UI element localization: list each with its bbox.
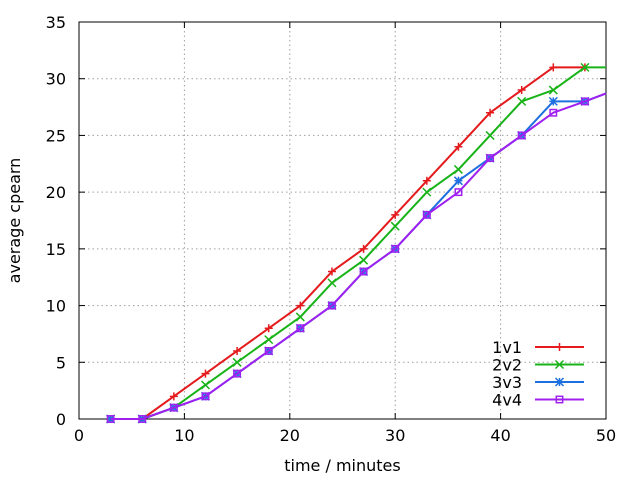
legend-item-4v4: 4v4 (492, 391, 584, 410)
legend-item-2v2: 2v2 (492, 356, 584, 375)
legend-label: 2v2 (492, 356, 522, 375)
data-point (296, 301, 305, 310)
y-tick-label: 0 (56, 410, 66, 429)
data-point (264, 335, 274, 345)
legend-item-3v3: 3v3 (492, 373, 584, 392)
data-point (359, 244, 368, 253)
data-point (454, 142, 463, 151)
data-point (264, 324, 273, 333)
data-point (233, 346, 242, 355)
data-point (106, 415, 115, 423)
y-tick-label: 5 (56, 353, 66, 372)
data-point (555, 395, 564, 404)
x-axis-label: time / minutes (284, 456, 400, 475)
data-point (138, 415, 147, 423)
series-2v2 (106, 62, 606, 424)
data-point (422, 187, 432, 197)
data-point (295, 312, 305, 322)
data-point (580, 97, 589, 106)
data-point (580, 62, 590, 72)
data-point (555, 343, 564, 351)
y-axis-label: average cpearn (5, 158, 24, 284)
data-point (327, 278, 337, 288)
data-point (548, 96, 558, 106)
data-point (328, 301, 336, 310)
x-tick-label: 20 (280, 426, 300, 445)
series-1v1 (106, 63, 589, 423)
data-point (232, 357, 242, 367)
x-tick-label: 10 (174, 426, 194, 445)
series-3v3 (106, 92, 607, 424)
data-point (391, 244, 400, 253)
data-point (454, 188, 463, 197)
legend-item-1v1: 1v1 (492, 338, 584, 357)
data-point (554, 377, 565, 387)
grid (79, 22, 606, 419)
data-point (296, 324, 305, 333)
x-tick-label: 30 (385, 426, 405, 445)
legend-label: 1v1 (492, 338, 522, 357)
data-point (554, 359, 565, 370)
series-line (110, 92, 607, 420)
data-point (517, 86, 526, 95)
axis-ticks: 0 10 20 30 40 50 0 5 10 15 20 25 30 35 (46, 13, 617, 445)
data-point (517, 131, 526, 140)
x-tick-label: 0 (74, 426, 84, 445)
series-group (106, 62, 607, 424)
data-point (201, 392, 210, 401)
x-tick-label: 40 (490, 426, 510, 445)
data-point (549, 108, 558, 117)
series-4v4 (106, 92, 607, 423)
data-point (390, 221, 400, 231)
data-point (327, 267, 336, 276)
data-point (548, 85, 558, 95)
x-tick-label: 50 (596, 426, 616, 445)
data-point (453, 164, 463, 174)
series-line (110, 66, 585, 420)
data-point (359, 255, 369, 265)
data-point (201, 369, 210, 378)
data-point (422, 210, 431, 219)
data-point (549, 63, 558, 72)
data-point (200, 380, 211, 390)
data-point (422, 176, 431, 185)
y-tick-label: 30 (46, 70, 66, 89)
data-point (233, 369, 242, 378)
data-point (391, 210, 400, 219)
data-point (359, 267, 368, 276)
data-point (169, 392, 178, 401)
y-tick-label: 15 (46, 240, 66, 259)
legend-label: 4v4 (492, 391, 522, 410)
data-point (264, 346, 273, 355)
plot-frame (78, 21, 607, 420)
data-point (486, 154, 495, 163)
y-tick-label: 10 (46, 297, 66, 316)
y-tick-label: 35 (46, 13, 66, 32)
data-point (453, 176, 463, 186)
data-point (517, 96, 527, 106)
series-line (110, 66, 606, 420)
data-point (485, 130, 495, 140)
y-tick-label: 25 (46, 126, 66, 145)
y-tick-label: 20 (46, 183, 66, 202)
legend-label: 3v3 (492, 373, 522, 392)
data-point (486, 108, 495, 117)
series-line (110, 92, 607, 420)
data-point (169, 403, 178, 412)
